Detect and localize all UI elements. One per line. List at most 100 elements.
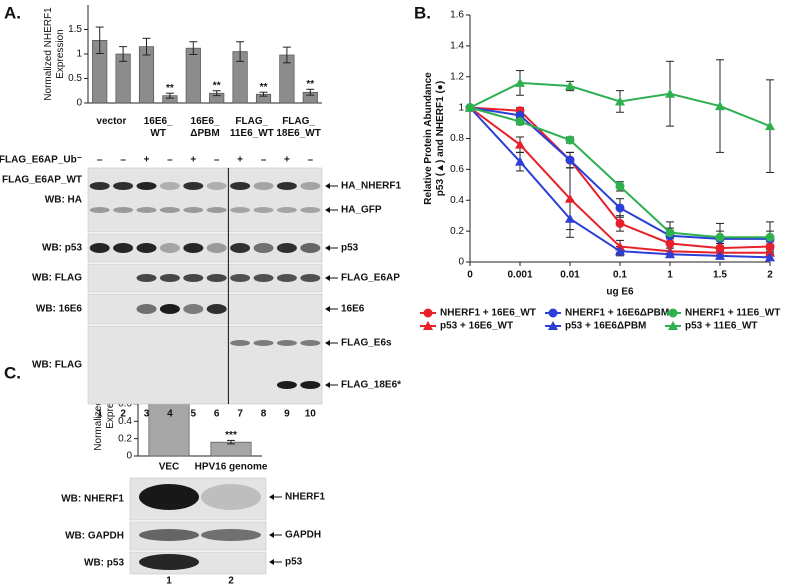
blot-band	[300, 381, 321, 389]
group-label: vector	[96, 116, 126, 127]
significance: **	[306, 79, 314, 90]
group-label-line: vector	[96, 116, 126, 127]
blot-band	[139, 529, 199, 541]
blot-band	[113, 182, 134, 190]
error-bar	[282, 46, 291, 64]
y-axis-label-line: Expression	[55, 29, 66, 78]
marker	[615, 241, 625, 251]
error-bar	[306, 88, 315, 96]
y-tick-label: 1.5	[68, 24, 82, 35]
marker-arrowhead	[325, 245, 330, 251]
blot-band	[300, 207, 321, 213]
lane-number: 4	[167, 409, 173, 420]
condition-sign: –	[214, 155, 220, 166]
marker-arrowhead	[325, 207, 330, 213]
blot-row-label: WB: 16E6	[36, 304, 83, 315]
blot-band	[159, 207, 180, 213]
blot-band	[253, 182, 274, 190]
marker	[515, 139, 525, 149]
marker	[715, 232, 725, 242]
y-tick-label: 1	[76, 49, 82, 60]
x-tick-label: 1.5	[713, 270, 727, 281]
group-label-line: FLAG_	[235, 116, 268, 127]
blot-band	[136, 182, 157, 190]
legend-item: NHERF1 + 16E6_WT	[420, 308, 536, 319]
blot-row-label: WB: HA	[45, 195, 82, 206]
group-label-line: 18E6_WT	[276, 128, 320, 139]
y-tick-label: 1	[458, 102, 464, 113]
panel-label: B.	[414, 3, 431, 22]
marker	[565, 155, 575, 165]
blot-marker-label: FLAG_E6AP	[341, 273, 400, 284]
condition-sign: –	[97, 155, 103, 166]
blot-band	[113, 243, 134, 253]
blot-band	[201, 484, 261, 510]
group-label-line: 16E6_	[144, 116, 173, 127]
blot-row-label: WB: NHERF1	[61, 494, 124, 505]
legend-label: NHERF1 + 11E6_WT	[685, 308, 780, 319]
marker	[615, 181, 625, 191]
marker-arrowhead	[269, 494, 274, 500]
blot-strip	[87, 167, 323, 233]
blot-marker-label: HA_GFP	[341, 205, 382, 216]
y-tick-label: 0.4	[118, 416, 132, 427]
blot-band	[159, 274, 180, 282]
marker-arrowhead	[325, 183, 330, 189]
x-tick-label: 0.01	[560, 270, 580, 281]
significance: **	[166, 83, 174, 94]
y-tick-label: 1.4	[450, 41, 464, 52]
condition-sign: –	[261, 155, 267, 166]
blot-band	[206, 304, 227, 314]
blot-band	[276, 274, 297, 282]
blot-band	[230, 207, 251, 213]
lane-number: 6	[214, 409, 220, 420]
group-label-line: ΔPBM	[190, 128, 219, 139]
blot-band	[139, 554, 199, 570]
marker	[765, 232, 775, 242]
marker	[765, 121, 775, 131]
marker	[565, 135, 575, 145]
marker	[615, 96, 625, 106]
blot-band	[89, 243, 110, 253]
marker	[565, 213, 575, 223]
marker-arrowhead	[269, 559, 274, 565]
blot-row-label: WB: p53	[42, 243, 82, 254]
y-tick-label: 0.5	[68, 73, 82, 84]
y-tick-label: 0.2	[118, 433, 132, 444]
x-axis-label: ug E6	[606, 287, 634, 298]
x-tick-label: 0.1	[613, 270, 627, 281]
lane-number: 3	[144, 409, 150, 420]
blot-row-label: WB: FLAG	[32, 273, 82, 284]
blot-marker-label: FLAG_18E6*	[341, 380, 401, 391]
y-axis-label-line: Relative Protein Abundance	[423, 72, 434, 205]
blot-band	[300, 274, 321, 282]
blot-marker-label: FLAG_E6s	[341, 338, 392, 349]
marker	[668, 321, 678, 330]
lane-number: 5	[191, 409, 197, 420]
blot-band	[139, 484, 199, 510]
blot-marker-label: 16E6	[341, 304, 365, 315]
legend-item: p53 + 11E6_WT	[665, 321, 758, 332]
marker	[715, 250, 725, 260]
y-tick-label: 0	[126, 451, 132, 462]
legend-item: NHERF1 + 11E6_WT	[665, 308, 780, 319]
error-bar	[165, 92, 174, 99]
marker	[615, 246, 625, 256]
marker	[765, 252, 775, 262]
blot-band	[206, 182, 227, 190]
blot-band	[276, 243, 297, 253]
blot-band	[300, 243, 321, 253]
blot-band	[300, 182, 321, 190]
blot-marker-label: p53	[341, 243, 359, 254]
marker	[615, 218, 625, 228]
lane-number: 2	[228, 576, 234, 587]
group-label: FLAG_ 11E6_WT	[230, 116, 274, 139]
marker	[465, 102, 475, 112]
legend-item: p53 + 16E6_WT	[420, 321, 513, 332]
error-bar	[236, 41, 245, 62]
y-axis-label: Normalized NHERF1Expression	[43, 7, 66, 101]
condition-label: FLAG_E6AP_WT	[2, 175, 82, 186]
marker-arrowhead	[325, 275, 330, 281]
marker	[565, 193, 575, 203]
marker-arrowhead	[269, 532, 274, 538]
